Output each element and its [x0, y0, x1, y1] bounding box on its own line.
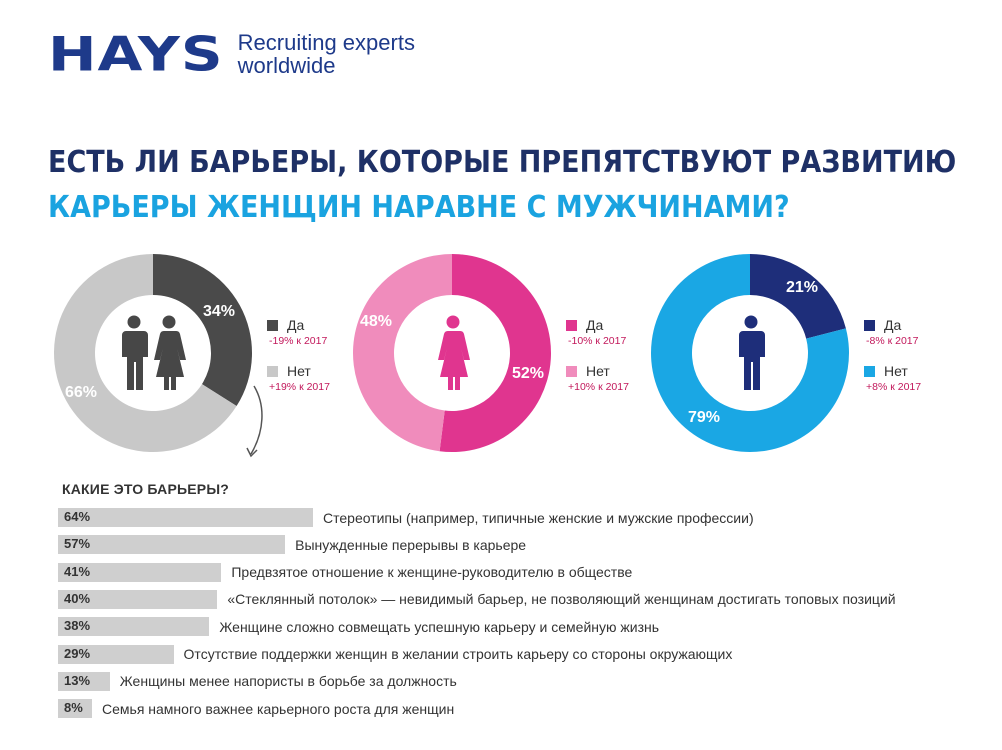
- legend-men: Да -8% к 2017 Нет +8% к 2017: [864, 316, 921, 396]
- bar-value-label: 38%: [64, 618, 91, 634]
- legend-label: Нет: [884, 363, 908, 379]
- legend-item-no: Нет: [566, 362, 629, 380]
- donut-all-no-pct: 66%: [65, 384, 98, 401]
- legend-swatch: [267, 365, 278, 377]
- donut-slice-yes: [153, 254, 253, 407]
- bar-row: 41% Предвзятое отношение к женщине-руково…: [58, 562, 633, 582]
- legend-swatch: [864, 365, 875, 377]
- logo-wordmark: HAYS: [48, 26, 224, 82]
- donut-all-yes-pct: 34%: [203, 303, 236, 320]
- donut-slice-no: [54, 254, 237, 452]
- legend-label: Да: [884, 317, 902, 333]
- donut-svg: [54, 254, 253, 452]
- bar-category-label: Вынужденные перерывы в карьере: [295, 536, 527, 553]
- donut-men-yes-pct: 21%: [786, 279, 819, 296]
- donut-slice-no: [651, 254, 849, 452]
- bar-category-label: Предвзятое отношение к женщине-руководит…: [231, 564, 633, 581]
- bar-category-label: «Стеклянный потолок» — невидимый барьер,…: [227, 591, 896, 608]
- bar: 38%: [58, 617, 210, 637]
- bar: 64%: [58, 508, 313, 527]
- legend-label: Да: [287, 317, 305, 333]
- page-title-line1: ЕСТЬ ЛИ БАРЬЕРЫ, КОТОРЫЕ ПРЕПЯТСТВУЮТ РА…: [48, 145, 957, 180]
- legend-label: Да: [586, 317, 604, 333]
- logo-tagline-line1: Recruiting experts: [237, 30, 415, 55]
- donut-chart-all: 34% 66%: [53, 253, 253, 453]
- legend-item-yes: Да: [566, 316, 629, 334]
- woman-icon: [438, 315, 470, 390]
- donut-svg: [352, 254, 551, 452]
- bar-value-label: 40%: [64, 590, 91, 606]
- bar-row: 57% Вынужденные перерывы в карьере: [58, 535, 527, 555]
- bar: 29%: [58, 644, 174, 664]
- bar-value-label: 57%: [64, 536, 91, 552]
- logo-tagline: Recruiting experts worldwide: [238, 31, 415, 77]
- donut-women-yes-pct: 52%: [512, 365, 545, 382]
- legend-change: -8% к 2017: [866, 335, 919, 347]
- legend-swatch: [864, 319, 875, 331]
- bar: 8%: [58, 699, 92, 719]
- bar-value-label: 8%: [64, 700, 83, 716]
- bar-row: 38% Женщине сложно совмещать успешную кар…: [58, 617, 660, 637]
- legend-item-yes: Да: [267, 316, 330, 334]
- man-icon: [739, 315, 765, 390]
- donut-slice-yes: [439, 254, 551, 452]
- bar-category-label: Стереотипы (например, типичные женские и…: [323, 509, 754, 526]
- curved-arrow-icon: [246, 385, 263, 458]
- bar-row: 13% Женщины менее напористы в борьбе за д…: [58, 671, 457, 691]
- bar-value-label: 64%: [64, 509, 91, 524]
- bar-category-label: Женщине сложно совмещать успешную карьер…: [219, 618, 660, 635]
- donut-men-no-pct: 79%: [688, 409, 721, 426]
- bar: 13%: [58, 671, 110, 691]
- bar-row: 40% «Стеклянный потолок» — невидимый барь…: [58, 589, 896, 609]
- legend-swatch: [267, 319, 278, 331]
- page-title: ЕСТЬ ЛИ БАРЬЕРЫ, КОТОРЫЕ ПРЕПЯТСТВУЮТ РА…: [48, 140, 956, 230]
- logo-tagline-line2: worldwide: [237, 53, 336, 78]
- barriers-title: КАКИЕ ЭТО БАРЬЕРЫ?: [62, 481, 230, 497]
- legend-change: -10% к 2017: [568, 335, 627, 347]
- man-and-woman-icon: [122, 315, 186, 390]
- donut-svg: [651, 254, 849, 452]
- legend-swatch: [566, 319, 577, 331]
- hays-logo: HAYS Recruiting experts worldwide: [48, 24, 415, 84]
- donut-slice-yes: [750, 254, 846, 339]
- bar: 41%: [58, 562, 222, 582]
- bar-value-label: 29%: [64, 645, 91, 661]
- legend-label: Нет: [287, 363, 311, 379]
- donut-women-no-pct: 48%: [360, 313, 393, 330]
- donut-chart-women: 52% 48%: [352, 253, 552, 453]
- legend-item-no: Нет: [864, 362, 921, 380]
- donut-chart-men: 21% 79%: [650, 253, 850, 453]
- bar: 40%: [58, 589, 218, 609]
- bar-row: 29% Отсутствие поддержки женщин в желании…: [58, 644, 733, 664]
- legend-label: Нет: [586, 363, 610, 379]
- bar-row: 8% Семья намного важнее карьерного роста …: [58, 699, 455, 719]
- bar-value-label: 41%: [64, 563, 91, 579]
- bar-category-label: Женщины менее напористы в борьбе за долж…: [119, 673, 457, 690]
- legend-change: +8% к 2017: [866, 381, 922, 393]
- legend-all: Да -19% к 2017 Нет +19% к 2017: [267, 316, 330, 396]
- legend-women: Да -10% к 2017 Нет +10% к 2017: [566, 316, 629, 396]
- legend-change: -19% к 2017: [269, 335, 328, 347]
- bar: 57%: [58, 535, 286, 555]
- bar-category-label: Семья намного важнее карьерного роста дл…: [102, 700, 455, 717]
- page-title-line2: КАРЬЕРЫ ЖЕНЩИН НАРАВНЕ С МУЖЧИНАМИ?: [48, 190, 790, 225]
- bar-row: 64% Стереотипы (например, типичные женски…: [58, 508, 754, 527]
- legend-swatch: [566, 365, 577, 377]
- bar-value-label: 13%: [64, 672, 91, 688]
- donut-slice-no: [352, 254, 452, 452]
- bar-category-label: Отсутствие поддержки женщин в желании ст…: [183, 646, 733, 662]
- legend-item-yes: Да: [864, 316, 921, 334]
- legend-change: +10% к 2017: [568, 381, 629, 393]
- legend-change: +19% к 2017: [269, 381, 330, 393]
- legend-item-no: Нет: [267, 362, 330, 380]
